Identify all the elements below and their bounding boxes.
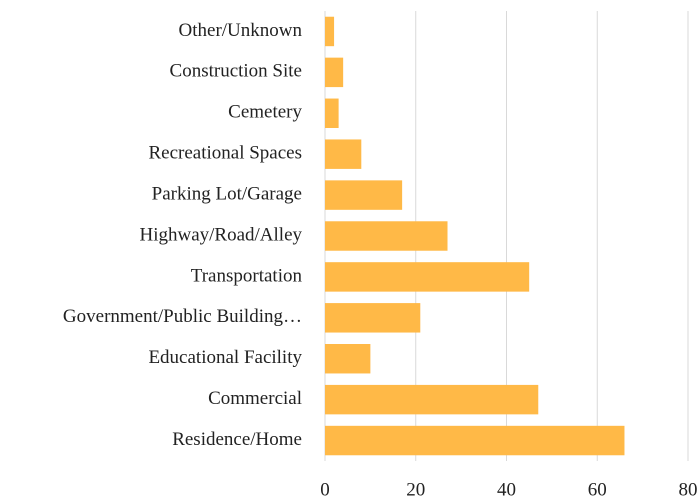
y-tick-label: Highway/Road/Alley xyxy=(139,224,302,245)
y-tick-label: Commercial xyxy=(208,388,302,409)
y-tick-label: Other/Unknown xyxy=(179,20,303,41)
x-tick-label: 60 xyxy=(588,479,607,500)
bar xyxy=(325,98,339,128)
y-tick-label: Construction Site xyxy=(170,61,302,82)
bar xyxy=(325,425,625,456)
bar xyxy=(325,180,403,210)
y-tick-label: Cemetery xyxy=(228,102,302,123)
bar xyxy=(325,57,344,88)
bar xyxy=(325,221,448,251)
bar xyxy=(325,16,335,47)
y-tick-label: Educational Facility xyxy=(148,347,302,368)
bar xyxy=(325,384,539,415)
bar xyxy=(325,139,362,169)
bar xyxy=(325,262,530,292)
y-tick-label: Recreational Spaces xyxy=(148,143,302,164)
y-tick-label: Residence/Home xyxy=(172,429,302,450)
y-tick-label: Government/Public Building… xyxy=(63,306,302,327)
bar xyxy=(325,303,421,333)
y-tick-label: Parking Lot/Garage xyxy=(152,183,302,204)
x-tick-label: 0 xyxy=(320,479,330,500)
y-tick-label: Transportation xyxy=(191,265,303,286)
x-tick-label: 80 xyxy=(679,479,698,500)
bar xyxy=(325,344,371,374)
x-tick-label: 20 xyxy=(406,479,425,500)
x-tick-label: 40 xyxy=(497,479,516,500)
